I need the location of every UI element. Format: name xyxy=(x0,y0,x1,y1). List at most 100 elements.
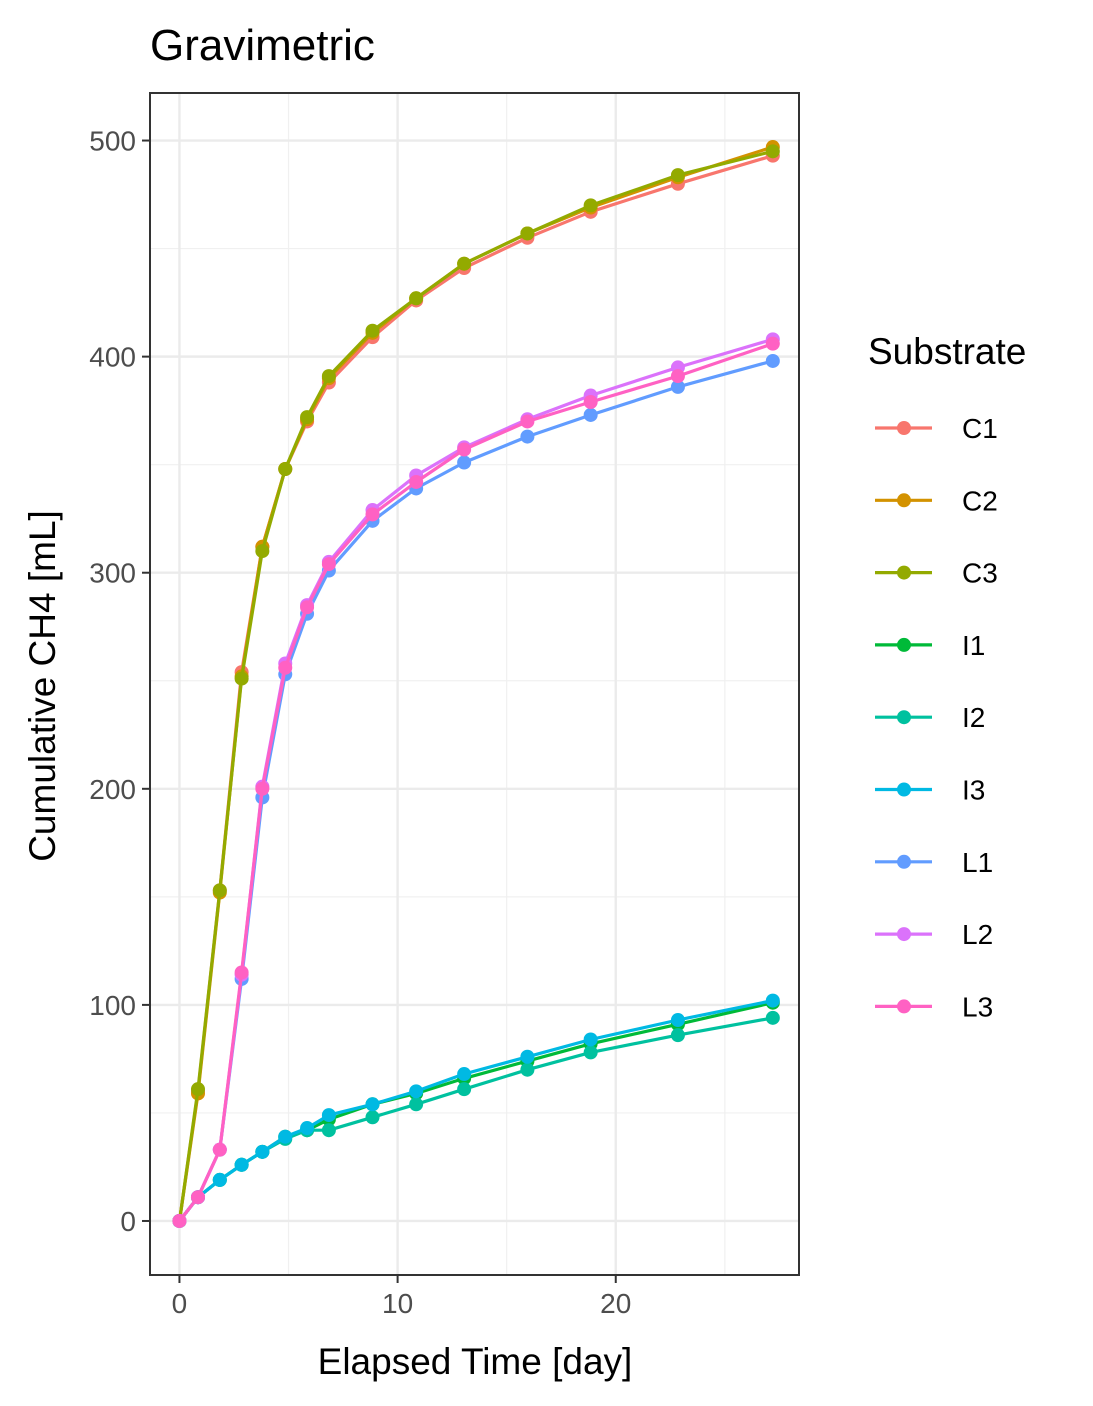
data-point xyxy=(583,395,598,410)
data-point xyxy=(278,1129,293,1144)
data-point xyxy=(765,144,780,159)
data-point xyxy=(765,353,780,368)
y-tick-label: 500 xyxy=(89,126,136,157)
data-point xyxy=(520,226,535,241)
legend-label: I1 xyxy=(962,630,985,661)
data-point xyxy=(234,671,249,686)
data-point xyxy=(583,1045,598,1060)
series-l3 xyxy=(172,336,780,1228)
y-tick-label: 200 xyxy=(89,774,136,805)
legend-label: L2 xyxy=(962,919,993,950)
legend-key-point xyxy=(897,493,911,508)
legend-item-c2: C2 xyxy=(875,485,998,516)
data-point xyxy=(583,407,598,422)
data-point xyxy=(365,1110,380,1125)
legend-key-point xyxy=(897,854,911,869)
data-point xyxy=(520,429,535,444)
legend-item-i2: I2 xyxy=(875,702,985,733)
data-point xyxy=(190,1190,205,1205)
data-point xyxy=(670,1013,685,1028)
data-point xyxy=(234,965,249,980)
data-point xyxy=(172,1213,187,1228)
data-point xyxy=(457,1067,472,1082)
legend-label: L1 xyxy=(962,847,993,878)
x-axis-label: Elapsed Time [day] xyxy=(318,1341,633,1382)
data-point xyxy=(670,379,685,394)
y-axis-label: Cumulative CH4 [mL] xyxy=(22,510,63,862)
legend-label: C2 xyxy=(962,485,998,516)
y-tick-label: 100 xyxy=(89,990,136,1021)
data-point xyxy=(190,1082,205,1097)
data-point xyxy=(255,781,270,796)
data-point xyxy=(365,323,380,338)
data-point xyxy=(765,993,780,1008)
data-point xyxy=(278,461,293,476)
legend-item-l3: L3 xyxy=(875,991,993,1022)
legend-key-point xyxy=(897,999,911,1014)
legend-label: L3 xyxy=(962,991,993,1022)
legend-label: I3 xyxy=(962,775,985,806)
legend-item-i1: I1 xyxy=(875,630,985,661)
grid xyxy=(150,93,799,1275)
legend-key-point xyxy=(897,421,911,435)
y-tick-label: 300 xyxy=(89,558,136,589)
data-point xyxy=(255,1144,270,1159)
legend-item-c3: C3 xyxy=(875,558,998,589)
legend-key-point xyxy=(897,927,911,942)
legend-item-i3: I3 xyxy=(875,775,985,806)
data-point xyxy=(457,442,472,457)
data-point xyxy=(300,600,315,615)
data-point xyxy=(255,544,270,559)
legend-label: C1 xyxy=(962,413,998,444)
x-tick-label: 0 xyxy=(172,1288,188,1319)
x-tick-label: 20 xyxy=(600,1288,631,1319)
y-tick-label: 0 xyxy=(120,1206,136,1237)
legend-label: C3 xyxy=(962,558,998,589)
chart-title: Gravimetric xyxy=(150,21,375,70)
data-point xyxy=(300,410,315,425)
legend-key-point xyxy=(897,637,911,652)
y-axis: 0 100 200 300 400 500 xyxy=(89,126,150,1237)
legend: Substrate C1 C2 C3 I1 I2 I3 L1 L2 L3 xyxy=(868,331,1026,1022)
data-point xyxy=(365,1097,380,1112)
data-point xyxy=(321,557,336,572)
data-point xyxy=(409,474,424,489)
data-point xyxy=(212,1142,227,1157)
data-point xyxy=(520,1062,535,1077)
x-tick-label: 10 xyxy=(382,1288,413,1319)
data-point xyxy=(765,1010,780,1025)
series-layer xyxy=(172,140,780,1228)
data-point xyxy=(321,1123,336,1138)
data-point xyxy=(409,1097,424,1112)
legend-item-l1: L1 xyxy=(875,847,993,878)
data-point xyxy=(457,256,472,271)
data-point xyxy=(765,336,780,351)
data-point xyxy=(670,168,685,183)
legend-item-l2: L2 xyxy=(875,919,993,950)
data-point xyxy=(583,198,598,213)
data-point xyxy=(583,1032,598,1047)
legend-item-c1: C1 xyxy=(875,413,998,444)
data-point xyxy=(300,1121,315,1136)
data-point xyxy=(212,1172,227,1187)
data-point xyxy=(212,883,227,898)
panel-border xyxy=(149,92,800,1276)
data-point xyxy=(457,1082,472,1097)
data-point xyxy=(409,1084,424,1099)
data-point xyxy=(520,1049,535,1064)
data-point xyxy=(409,291,424,306)
data-point xyxy=(670,369,685,384)
legend-key-point xyxy=(897,565,911,580)
y-tick-label: 400 xyxy=(89,342,136,373)
data-point xyxy=(520,414,535,429)
legend-key-point xyxy=(897,782,911,797)
data-point xyxy=(670,1028,685,1043)
legend-key-point xyxy=(897,710,911,725)
legend-label: I2 xyxy=(962,702,985,733)
data-point xyxy=(321,1108,336,1123)
plot-area xyxy=(150,93,799,1275)
data-point xyxy=(365,507,380,522)
plot-background xyxy=(150,93,799,1275)
data-point xyxy=(457,455,472,470)
